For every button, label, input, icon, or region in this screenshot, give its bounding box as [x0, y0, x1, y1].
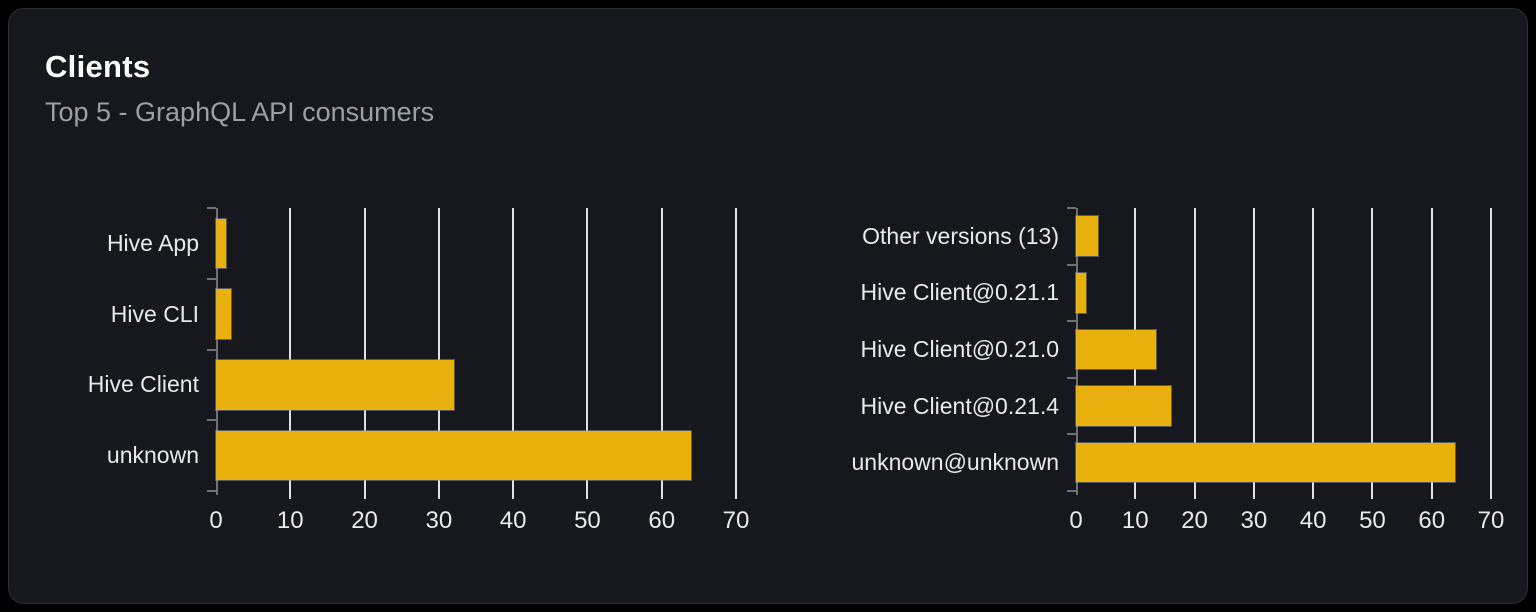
x-axis-label: 0 [1069, 507, 1083, 534]
bar[interactable] [216, 360, 454, 410]
gridline [586, 208, 589, 491]
x-axis-label: 10 [1121, 507, 1149, 534]
bar[interactable] [1076, 273, 1087, 313]
category-label: Hive CLI [110, 300, 199, 327]
x-axis-tick [586, 491, 589, 499]
y-axis-tick [207, 490, 216, 492]
x-axis-label: 50 [574, 507, 601, 534]
y-axis-tick [1067, 433, 1076, 436]
gridline [735, 208, 737, 491]
gridline [1490, 208, 1492, 491]
x-axis-label: 70 [722, 507, 750, 534]
x-axis-label: 0 [209, 507, 223, 534]
category-label: Hive Client@0.21.0 [860, 335, 1060, 362]
x-axis-tick [660, 491, 663, 499]
category-label: Hive Client [87, 371, 199, 398]
bar[interactable] [216, 430, 692, 481]
y-axis-line [216, 208, 218, 495]
plot-grid [207, 207, 737, 499]
x-axis-tick [1430, 491, 1433, 499]
x-axis-tick [289, 491, 292, 499]
plot-area: 0 10 20 30 40 50 60 70 [207, 207, 749, 551]
y-axis-tick [1067, 320, 1076, 323]
x-axis-label: 30 [425, 507, 453, 534]
category-labels: Other versions (13) Hive Client@0.21.1 Hiv… [792, 208, 1076, 491]
x-axis-tick [1371, 491, 1374, 499]
x-axis-label: 40 [499, 507, 527, 534]
x-axis-label: 50 [1359, 507, 1386, 534]
x-axis-tick [437, 491, 440, 499]
gridline [1430, 208, 1433, 491]
category-label: Hive Client@0.21.4 [860, 392, 1060, 419]
x-axis-label: 20 [1181, 507, 1208, 534]
y-axis-tick [1067, 207, 1076, 209]
x-axis-label: 60 [648, 507, 676, 534]
category-label: Other versions (13) [862, 222, 1059, 249]
x-axis-tick [1312, 491, 1315, 499]
bar[interactable] [1076, 216, 1098, 257]
category-label: Hive App [106, 229, 199, 256]
gridline [363, 208, 366, 491]
x-axis-labels: 0 10 20 30 40 50 60 70 [1069, 507, 1504, 551]
bar[interactable] [1076, 386, 1171, 426]
gridline [1193, 208, 1196, 491]
x-axis-tick [1193, 491, 1196, 499]
x-axis-label: 30 [1240, 507, 1268, 534]
client-versions-bar-chart: Other versions (13) Hive Client@0.21.1 Hiv… [792, 207, 1504, 551]
x-axis-tick [1490, 491, 1492, 499]
gridline [1371, 208, 1374, 491]
x-axis-tick [512, 491, 515, 499]
bar[interactable] [1076, 442, 1456, 483]
x-axis-label: 40 [1299, 507, 1327, 534]
category-labels: Hive App Hive CLI Hive Client unknown [45, 208, 216, 491]
category-label: unknown@unknown [851, 449, 1059, 476]
gridline [512, 208, 515, 491]
card-subtitle: Top 5 - GraphQL API consumers [45, 97, 435, 127]
gridline [660, 208, 663, 491]
plot-area: 0 10 20 30 40 50 60 70 [1067, 207, 1504, 551]
clients-bar-chart: Hive App Hive CLI Hive Client unknown 0 10 20 3… [45, 207, 749, 551]
bar[interactable] [216, 289, 231, 339]
y-axis-tick [207, 419, 216, 422]
y-axis-tick [207, 207, 216, 209]
x-axis-tick [1252, 491, 1255, 499]
x-axis-label: 60 [1418, 507, 1446, 534]
y-axis-tick [207, 277, 216, 280]
bar[interactable] [1076, 329, 1157, 370]
clients-card: Clients Top 5 - GraphQL API consumers Hi… [8, 8, 1528, 604]
gridline [1252, 208, 1255, 491]
x-axis-labels: 0 10 20 30 40 50 60 70 [209, 507, 749, 551]
y-axis-tick [207, 348, 216, 351]
y-axis-tick [1067, 490, 1076, 492]
y-axis-tick [1067, 376, 1076, 379]
card-title: Clients [45, 49, 151, 84]
x-axis-tick [735, 491, 737, 499]
gridline [437, 208, 440, 491]
gridline [289, 208, 292, 491]
category-label: Hive Client@0.21.1 [860, 279, 1060, 306]
gridline [1312, 208, 1315, 491]
y-axis-tick [1067, 263, 1076, 266]
x-axis-tick [363, 491, 366, 499]
category-label: unknown [106, 442, 199, 469]
plot-grid [1067, 207, 1492, 499]
charts-row: Hive App Hive CLI Hive Client unknown 0 10 20 3… [45, 207, 1504, 551]
x-axis-label: 70 [1477, 507, 1505, 534]
bar[interactable] [216, 218, 227, 269]
x-axis-label: 10 [276, 507, 304, 534]
x-axis-tick [1134, 491, 1137, 499]
x-axis-label: 20 [351, 507, 378, 534]
